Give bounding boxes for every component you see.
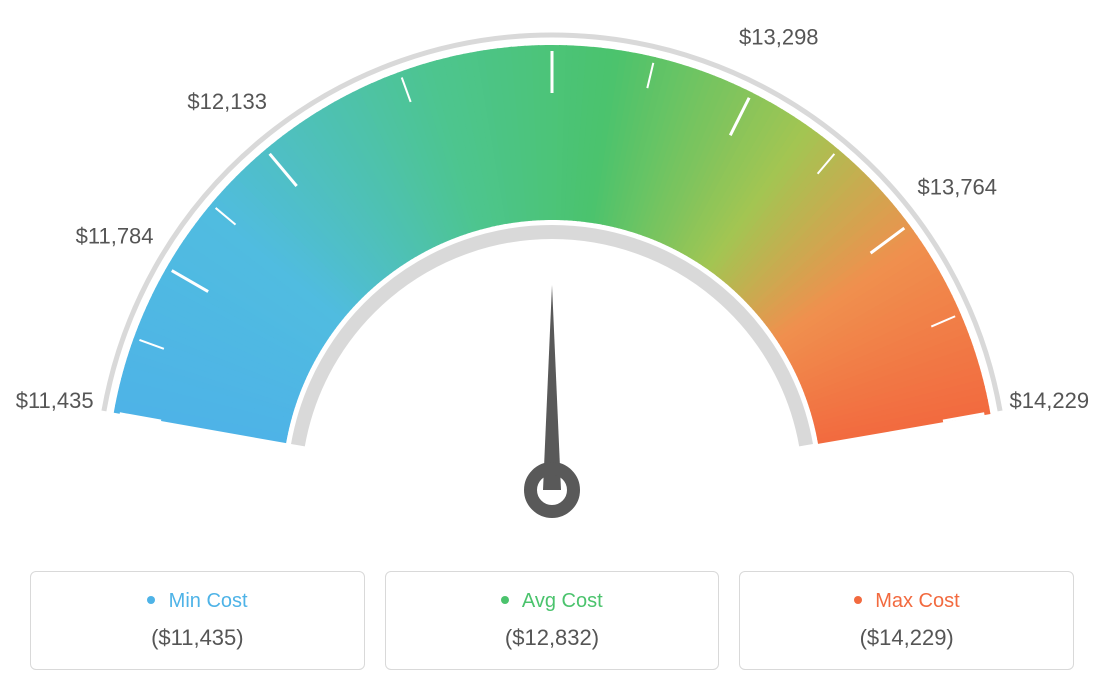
gauge-tick-label: $13,764: [918, 175, 998, 200]
legend-card-min: Min Cost ($11,435): [30, 571, 365, 670]
legend-dot-min: [147, 596, 155, 604]
legend-card-max: Max Cost ($14,229): [739, 571, 1074, 670]
gauge-tick-label: $11,784: [76, 223, 154, 248]
gauge-needle: [543, 285, 561, 490]
legend-title-max-text: Max Cost: [875, 590, 959, 612]
legend-title-min: Min Cost: [41, 590, 354, 613]
legend-value-max: ($14,229): [750, 625, 1063, 651]
gauge-tick-label: $11,435: [16, 388, 94, 413]
gauge-tick-label: $13,298: [739, 25, 819, 50]
legend-value-avg: ($12,832): [396, 625, 709, 651]
legend-dot-max: [854, 596, 862, 604]
legend-dot-avg: [501, 596, 509, 604]
gauge-tick-label: $12,133: [187, 89, 267, 114]
legend-title-max: Max Cost: [750, 590, 1063, 613]
legend-title-avg: Avg Cost: [396, 590, 709, 613]
legend-value-min: ($11,435): [41, 625, 354, 651]
chart-container: $11,435$11,784$12,133$12,832$13,298$13,7…: [0, 0, 1104, 690]
gauge-tick-label: $14,229: [1010, 388, 1090, 413]
gauge-svg: $11,435$11,784$12,133$12,832$13,298$13,7…: [0, 0, 1104, 560]
gauge-area: $11,435$11,784$12,133$12,832$13,298$13,7…: [0, 0, 1104, 540]
legend-card-avg: Avg Cost ($12,832): [385, 571, 720, 670]
legend-title-min-text: Min Cost: [169, 590, 248, 612]
legend-title-avg-text: Avg Cost: [522, 590, 603, 612]
legend-row: Min Cost ($11,435) Avg Cost ($12,832) Ma…: [0, 571, 1104, 670]
